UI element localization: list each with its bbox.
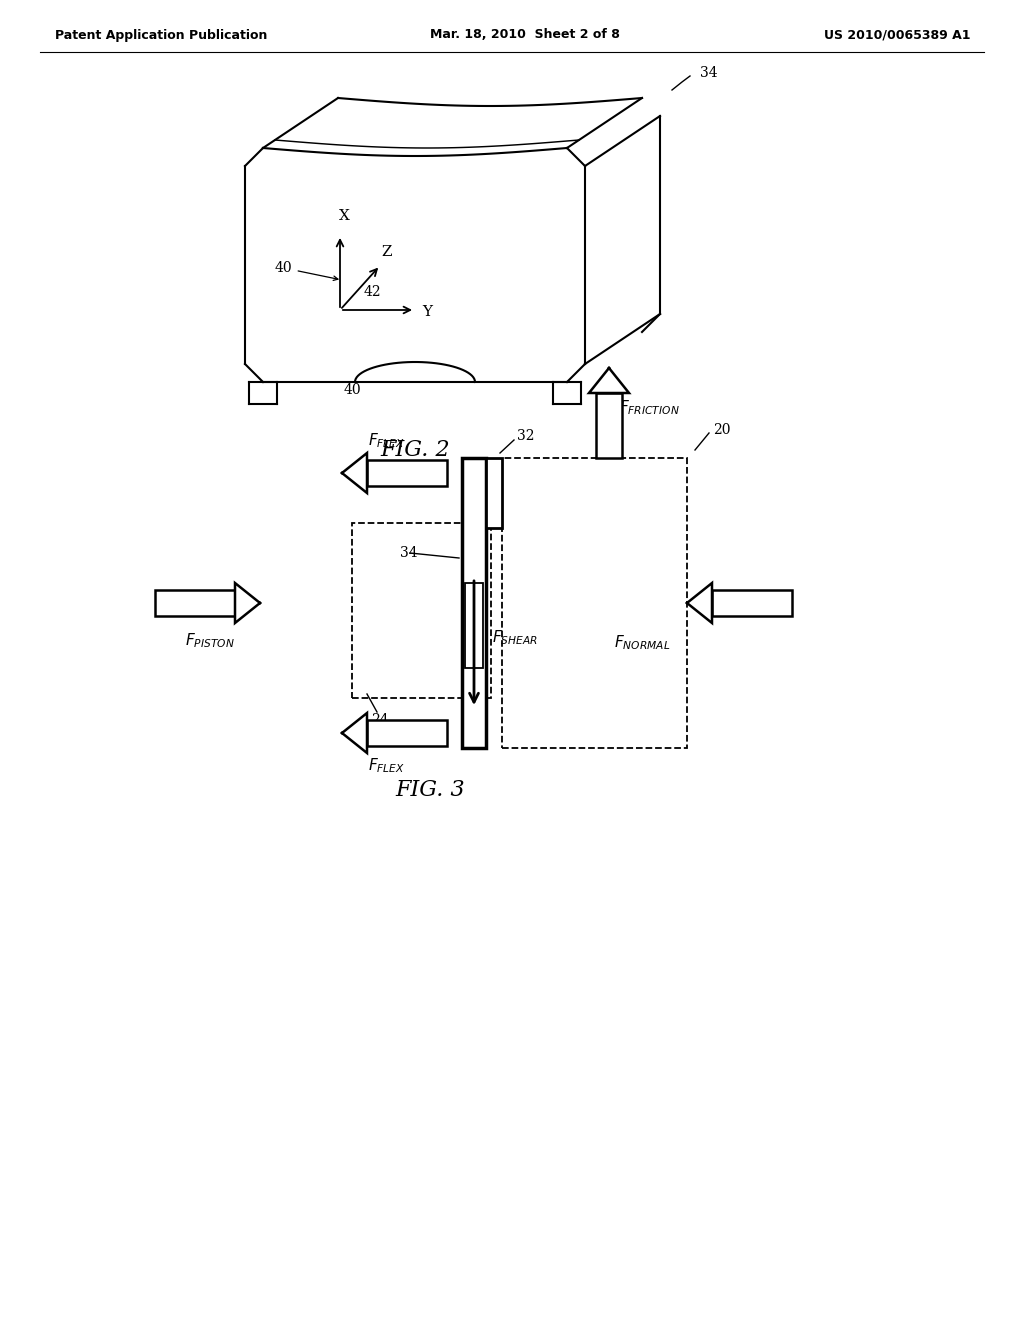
Text: US 2010/0065389 A1: US 2010/0065389 A1 bbox=[823, 29, 970, 41]
Polygon shape bbox=[342, 713, 367, 752]
Bar bbox=[596, 393, 622, 458]
Polygon shape bbox=[342, 453, 367, 492]
Bar bbox=[352, 523, 490, 698]
Polygon shape bbox=[687, 583, 712, 623]
Polygon shape bbox=[589, 368, 629, 393]
Text: 34: 34 bbox=[700, 66, 718, 81]
Bar bbox=[367, 459, 447, 486]
Bar bbox=[502, 458, 687, 748]
Text: $F_{PISTON}$: $F_{PISTON}$ bbox=[185, 631, 234, 649]
Text: $F_{FLEX}$: $F_{FLEX}$ bbox=[369, 432, 406, 450]
Text: 34: 34 bbox=[400, 546, 418, 560]
Text: 42: 42 bbox=[364, 285, 381, 300]
Bar bbox=[462, 458, 486, 748]
Text: $F_{FLEX}$: $F_{FLEX}$ bbox=[369, 756, 406, 775]
Text: 40: 40 bbox=[343, 383, 360, 397]
Bar bbox=[486, 458, 502, 528]
Text: Mar. 18, 2010  Sheet 2 of 8: Mar. 18, 2010 Sheet 2 of 8 bbox=[430, 29, 620, 41]
Text: 20: 20 bbox=[714, 422, 731, 437]
Text: 40: 40 bbox=[275, 261, 338, 280]
Bar bbox=[465, 583, 483, 668]
Text: $F_{FRICTION}$: $F_{FRICTION}$ bbox=[618, 399, 680, 417]
Text: Y: Y bbox=[422, 305, 432, 319]
Text: $F_{NORMAL}$: $F_{NORMAL}$ bbox=[613, 634, 670, 652]
Text: $F_{SHEAR}$: $F_{SHEAR}$ bbox=[492, 628, 538, 647]
Text: FIG. 2: FIG. 2 bbox=[380, 440, 450, 461]
Text: Z: Z bbox=[381, 246, 391, 260]
Bar bbox=[367, 719, 447, 746]
Polygon shape bbox=[234, 583, 260, 623]
Text: Patent Application Publication: Patent Application Publication bbox=[55, 29, 267, 41]
Text: FIG. 3: FIG. 3 bbox=[395, 779, 465, 801]
Bar bbox=[712, 590, 792, 616]
Text: X: X bbox=[339, 209, 349, 223]
Bar bbox=[155, 590, 234, 616]
Text: 32: 32 bbox=[517, 429, 535, 444]
Text: 24: 24 bbox=[371, 713, 389, 727]
